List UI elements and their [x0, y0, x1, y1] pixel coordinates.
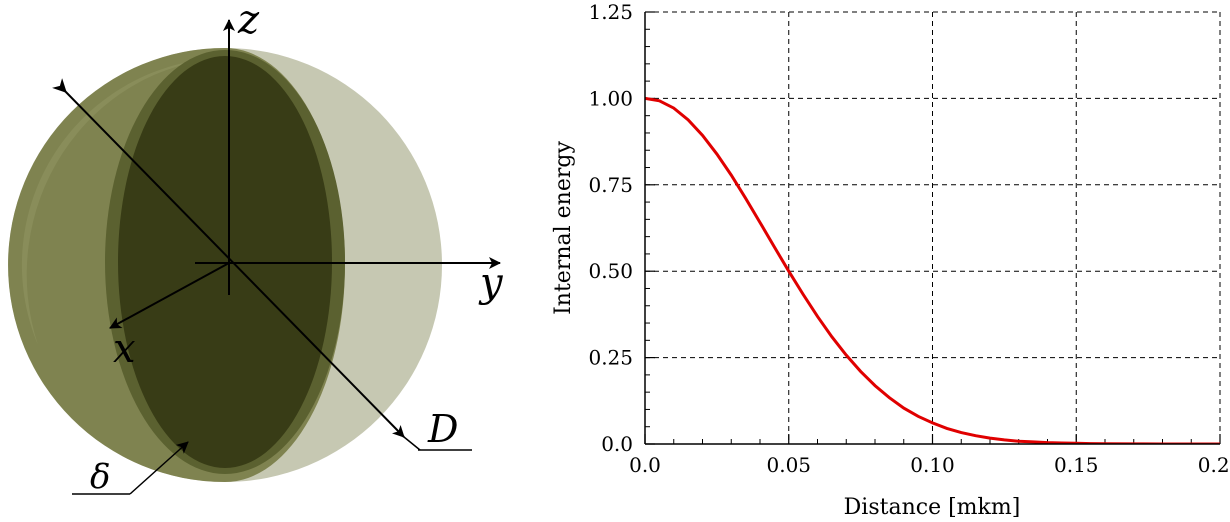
y-tick-labels: 0.0 0.25 0.50 0.75 1.00 1.25: [588, 0, 633, 456]
y-tick-label: 0.0: [601, 432, 633, 456]
x-tick-label: 0.05: [766, 453, 811, 477]
y-axis-label: y: [478, 260, 504, 306]
sphere-diagram: z y x D δ: [8, 0, 504, 497]
d-leader: [403, 436, 421, 451]
z-axis-label: z: [237, 0, 260, 43]
y-axis-title: Internal energy: [551, 141, 576, 315]
diameter-line: [52, 78, 405, 438]
grid: [645, 11, 1221, 444]
y-tick-label: 1.00: [588, 86, 633, 110]
x-axis-title: Distance [mkm]: [844, 495, 1021, 520]
x-tick-label: 0.10: [910, 453, 955, 477]
x-tick-label: 0.20: [1198, 453, 1230, 477]
y-tick-label: 0.25: [588, 346, 633, 370]
x-tick-label: 0.15: [1054, 453, 1099, 477]
thickness-label: δ: [90, 457, 110, 497]
x-tick-label: 0.0: [629, 453, 661, 477]
y-tick-label: 1.25: [588, 0, 633, 24]
y-tick-label: 0.50: [588, 259, 633, 283]
energy-chart: 0.0 0.05 0.10 0.15 0.20 0.0 0.25 0.50 0.75 1.00 1…: [551, 0, 1230, 520]
x-tick-labels: 0.0 0.05 0.10 0.15 0.20: [629, 453, 1230, 477]
delta-pointer: [129, 441, 189, 495]
x-axis-label: x: [113, 326, 136, 372]
y-tick-label: 0.75: [588, 173, 633, 197]
diameter-label: D: [427, 407, 458, 451]
